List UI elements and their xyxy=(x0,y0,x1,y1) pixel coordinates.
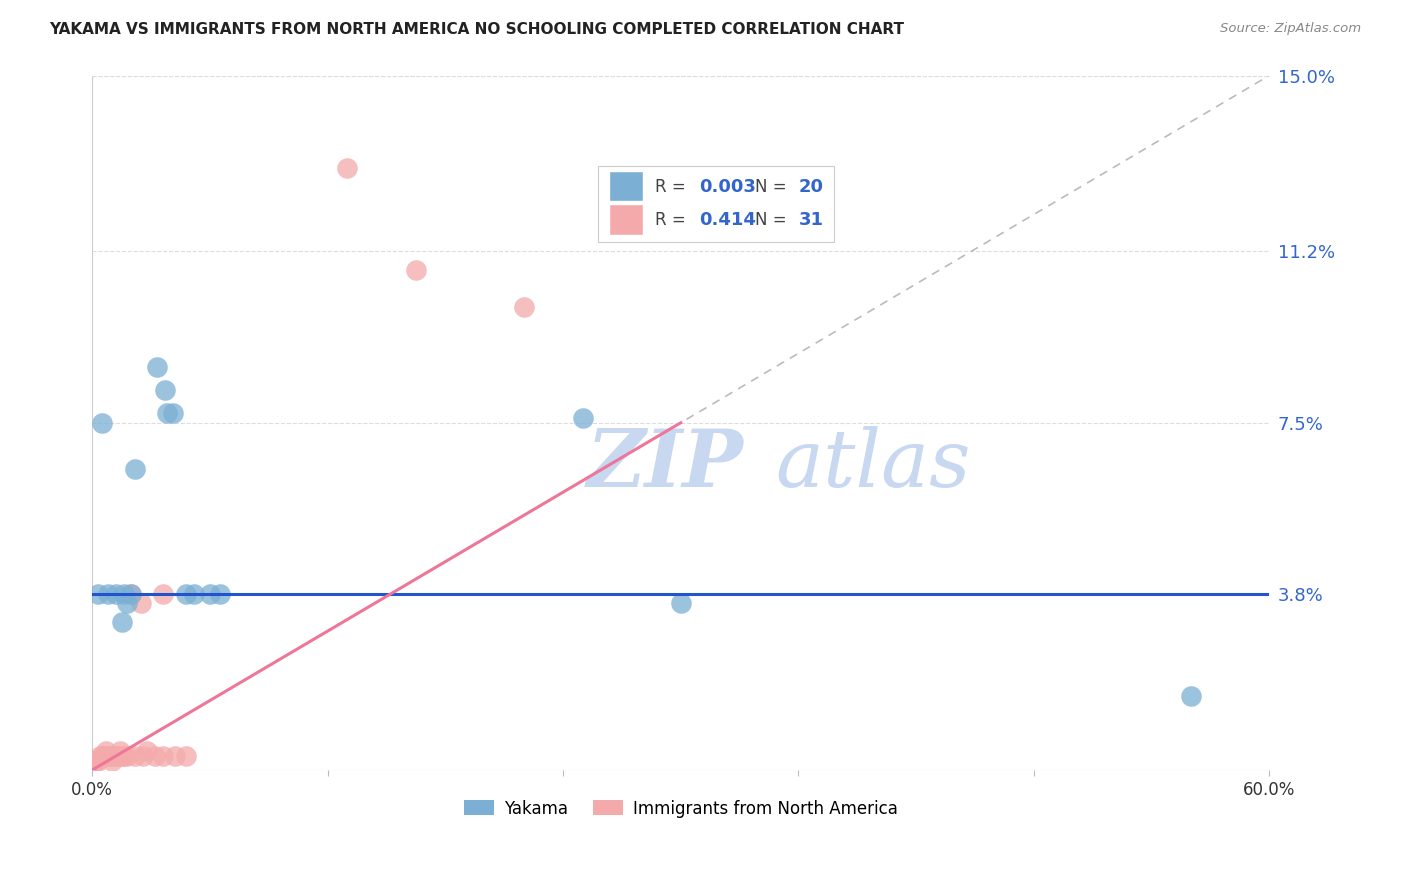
Text: YAKAMA VS IMMIGRANTS FROM NORTH AMERICA NO SCHOOLING COMPLETED CORRELATION CHART: YAKAMA VS IMMIGRANTS FROM NORTH AMERICA … xyxy=(49,22,904,37)
Point xyxy=(163,749,186,764)
Point xyxy=(405,263,427,277)
Point xyxy=(91,749,114,764)
Point xyxy=(84,754,107,768)
Point xyxy=(152,749,174,764)
Point xyxy=(152,587,174,601)
Point xyxy=(176,749,198,764)
Point xyxy=(110,749,132,764)
Point xyxy=(98,749,121,764)
Point xyxy=(120,587,142,601)
Point xyxy=(162,407,184,421)
Text: 0.003: 0.003 xyxy=(700,178,756,195)
Point xyxy=(208,587,231,601)
Point xyxy=(143,749,166,764)
Point xyxy=(336,161,359,175)
FancyBboxPatch shape xyxy=(610,172,643,202)
Point xyxy=(571,411,593,425)
Point xyxy=(120,587,142,601)
Point xyxy=(153,384,176,398)
Point xyxy=(117,596,139,610)
FancyBboxPatch shape xyxy=(599,166,834,243)
Point xyxy=(93,749,115,764)
Text: R =: R = xyxy=(655,211,690,229)
Point xyxy=(83,754,105,768)
Point xyxy=(124,749,146,764)
Text: 20: 20 xyxy=(799,178,824,195)
Point xyxy=(146,360,169,375)
Point xyxy=(107,749,129,764)
Point xyxy=(110,615,132,629)
Point xyxy=(91,416,114,430)
Text: 0.414: 0.414 xyxy=(700,211,756,229)
Point xyxy=(104,749,127,764)
Point xyxy=(103,749,125,764)
Text: 31: 31 xyxy=(799,211,824,229)
Point xyxy=(183,587,205,601)
Point xyxy=(513,300,536,314)
Point xyxy=(117,749,139,764)
Point xyxy=(156,407,179,421)
Point xyxy=(112,749,135,764)
FancyBboxPatch shape xyxy=(610,205,643,235)
Point xyxy=(136,744,159,758)
Point xyxy=(97,587,120,601)
Point xyxy=(101,754,124,768)
Point xyxy=(198,587,221,601)
Point xyxy=(176,587,198,601)
Text: R =: R = xyxy=(655,178,690,195)
Legend: Yakama, Immigrants from North America: Yakama, Immigrants from North America xyxy=(457,793,904,824)
Point xyxy=(669,596,692,610)
Point xyxy=(108,744,131,758)
Text: Source: ZipAtlas.com: Source: ZipAtlas.com xyxy=(1220,22,1361,36)
Point xyxy=(1180,689,1202,703)
Text: atlas: atlas xyxy=(775,425,970,503)
Point xyxy=(94,744,117,758)
Text: N =: N = xyxy=(755,211,792,229)
Text: ZIP: ZIP xyxy=(586,425,744,503)
Point xyxy=(129,596,152,610)
Point xyxy=(87,587,110,601)
Point xyxy=(97,749,120,764)
Point xyxy=(82,754,104,768)
Point xyxy=(104,587,127,601)
Point xyxy=(124,462,146,476)
Text: N =: N = xyxy=(755,178,792,195)
Point xyxy=(89,749,111,764)
Point xyxy=(112,587,135,601)
Point xyxy=(132,749,155,764)
Point xyxy=(87,754,110,768)
